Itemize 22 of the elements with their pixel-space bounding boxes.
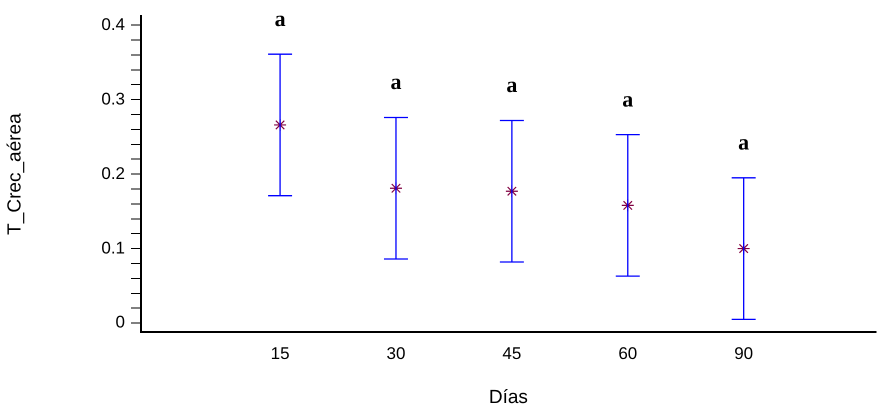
y-tick-label: 0.1 bbox=[101, 238, 125, 258]
x-axis-title: Días bbox=[488, 386, 528, 408]
point bbox=[389, 182, 403, 195]
annotation: a bbox=[738, 130, 750, 155]
x-tick-label: 30 bbox=[386, 344, 406, 363]
x-tick-label: 15 bbox=[270, 344, 290, 363]
annotation: a bbox=[506, 72, 518, 98]
annotation: a bbox=[390, 69, 402, 94]
y-tick-label: 0.2 bbox=[101, 164, 125, 183]
x-tick-label: 60 bbox=[618, 344, 638, 363]
annotation: a bbox=[274, 6, 286, 31]
point bbox=[621, 198, 634, 212]
point bbox=[273, 118, 287, 132]
annotation: a bbox=[622, 86, 634, 112]
x-tick-label: 90 bbox=[734, 344, 754, 363]
y-tick-label: 0.4 bbox=[101, 14, 125, 34]
x-tick-label: 45 bbox=[502, 344, 522, 363]
point bbox=[737, 242, 750, 256]
y-tick-label: 0 bbox=[116, 312, 125, 332]
point bbox=[505, 184, 518, 198]
y-tick-label: 0.3 bbox=[101, 89, 125, 108]
y-axis-title: T_Crec_aérea bbox=[4, 112, 26, 235]
